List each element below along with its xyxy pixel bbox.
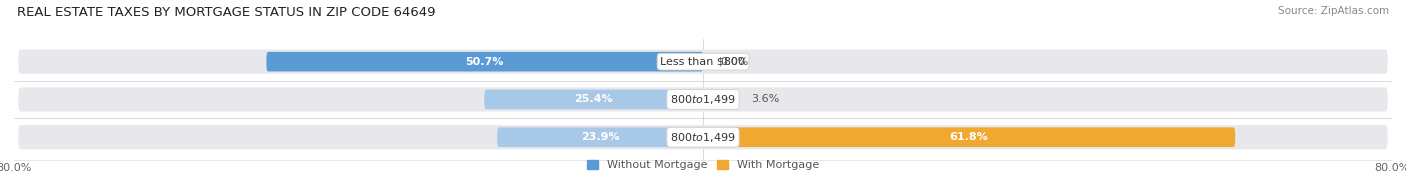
FancyBboxPatch shape <box>18 125 1388 149</box>
Text: 61.8%: 61.8% <box>949 132 988 142</box>
FancyBboxPatch shape <box>703 127 1236 147</box>
Text: 0.0%: 0.0% <box>720 57 748 67</box>
Text: 50.7%: 50.7% <box>465 57 503 67</box>
Text: Less than $800: Less than $800 <box>661 57 745 67</box>
Text: REAL ESTATE TAXES BY MORTGAGE STATUS IN ZIP CODE 64649: REAL ESTATE TAXES BY MORTGAGE STATUS IN … <box>17 6 436 19</box>
Text: $800 to $1,499: $800 to $1,499 <box>671 131 735 144</box>
FancyBboxPatch shape <box>18 50 1388 74</box>
FancyBboxPatch shape <box>266 52 703 72</box>
FancyBboxPatch shape <box>18 87 1388 112</box>
Text: 23.9%: 23.9% <box>581 132 620 142</box>
Text: 3.6%: 3.6% <box>751 94 779 105</box>
FancyBboxPatch shape <box>703 90 734 109</box>
FancyBboxPatch shape <box>498 127 703 147</box>
Legend: Without Mortgage, With Mortgage: Without Mortgage, With Mortgage <box>585 158 821 173</box>
FancyBboxPatch shape <box>484 90 703 109</box>
Text: $800 to $1,499: $800 to $1,499 <box>671 93 735 106</box>
Text: Source: ZipAtlas.com: Source: ZipAtlas.com <box>1278 6 1389 16</box>
Text: 25.4%: 25.4% <box>574 94 613 105</box>
